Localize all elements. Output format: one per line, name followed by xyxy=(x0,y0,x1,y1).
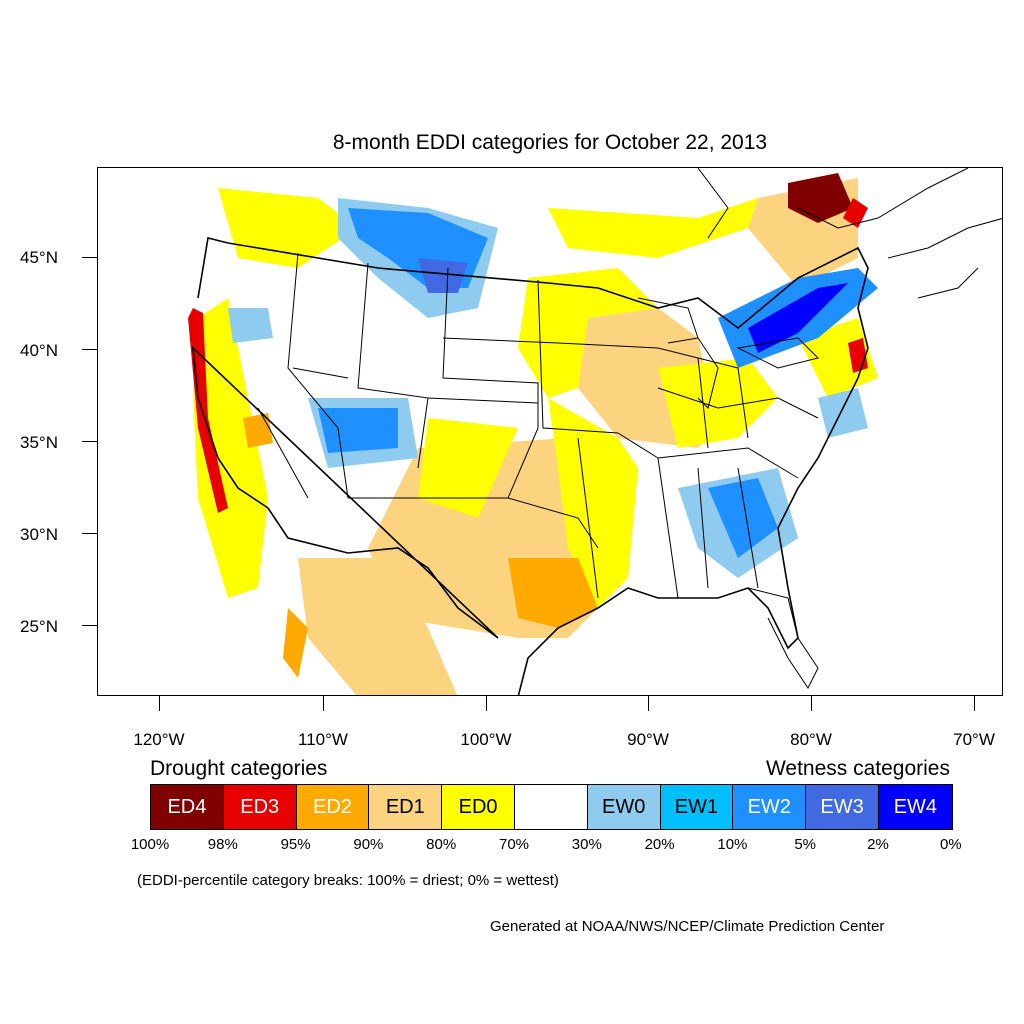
region-ed0-west-coast xyxy=(193,298,268,598)
region-ed3-coast xyxy=(188,308,228,513)
region-ed2-mexico xyxy=(283,608,308,678)
lat-tick xyxy=(82,257,97,258)
legend-box-ed0: ED0 xyxy=(442,785,515,829)
lat-tick xyxy=(82,349,97,350)
region-ed0-high-plains xyxy=(418,418,518,518)
us-outline xyxy=(191,237,869,695)
legend-box-ew3: EW3 xyxy=(806,785,879,829)
percent-break-label: 80% xyxy=(426,836,457,853)
region-ed2-texas xyxy=(508,558,598,628)
region-ed3-quebec xyxy=(843,198,868,228)
lat-tick xyxy=(82,533,97,534)
percent-break-label: 10% xyxy=(717,836,748,853)
region-ew1-southeast xyxy=(708,478,778,558)
boundary-layer xyxy=(191,168,1002,695)
map-panel xyxy=(97,167,1003,696)
legend-box-ed3: ED3 xyxy=(223,785,297,829)
region-ed2-nevada xyxy=(243,413,273,448)
region-ew1-colorado xyxy=(318,408,398,453)
region-ed0-ohio xyxy=(658,358,778,448)
legend-box-ed1: ED1 xyxy=(369,785,443,829)
region-ed0-central xyxy=(518,268,658,398)
legend-box-ed4: ED4 xyxy=(151,785,224,829)
legend-box-neutral xyxy=(514,785,588,829)
lon-label-100: 100°W xyxy=(460,730,512,749)
lat-label-45: 45°N xyxy=(20,248,58,267)
lon-label-70: 70°W xyxy=(953,730,995,749)
florida xyxy=(747,587,819,689)
lat-label-25: 25°N xyxy=(20,617,58,636)
lat-label-30: 30°N xyxy=(20,525,58,544)
region-ew0-mid-atlantic xyxy=(818,388,868,438)
percent-break-label: 30% xyxy=(571,836,602,853)
region-ed0-northern-tier xyxy=(218,188,358,268)
region-ed0-canada xyxy=(548,198,758,258)
region-ed0-mississippi xyxy=(548,398,638,608)
percent-break-label: 90% xyxy=(353,836,384,853)
percent-break-label: 20% xyxy=(644,836,675,853)
lat-label-35: 35°N xyxy=(20,433,58,452)
region-ed1-mexico xyxy=(298,558,458,695)
lon-label-90: 90°W xyxy=(627,730,669,749)
map-title: 8-month EDDI categories for October 22, … xyxy=(332,131,768,154)
lat-tick xyxy=(82,441,97,442)
region-ed4-quebec xyxy=(788,173,853,223)
region-ew4-great-lakes xyxy=(748,283,848,353)
legend-box-ew4: EW4 xyxy=(878,785,952,829)
percent-break-label: 5% xyxy=(794,836,817,853)
legend-box-ew1: EW1 xyxy=(660,785,734,829)
percent-break-label: 100% xyxy=(130,836,170,853)
lon-tick xyxy=(648,696,649,711)
drought-categories-title: Drought categories xyxy=(150,757,328,780)
category-breaks-note: (EDDI-percentile category breaks: 100% =… xyxy=(137,872,559,889)
maritimes-coast xyxy=(887,218,1002,299)
eddi-map xyxy=(188,168,1002,695)
legend-box-ew0: EW0 xyxy=(587,785,661,829)
hudson-coast xyxy=(697,168,969,239)
region-ew2-montana xyxy=(418,258,468,293)
lon-tick xyxy=(159,696,160,711)
lat-label-40: 40°N xyxy=(20,341,58,360)
great-lakes xyxy=(637,297,819,409)
lon-tick xyxy=(811,696,812,711)
legend-box-ew2: EW2 xyxy=(733,785,807,829)
percent-break-label: 98% xyxy=(207,836,238,853)
lon-tick xyxy=(974,696,975,711)
category-legend: ED4 ED3 ED2 ED1 ED0 EW0 EW1 EW2 EW3 EW4 xyxy=(150,784,953,830)
lon-label-120: 120°W xyxy=(133,730,185,749)
lat-tick xyxy=(82,625,97,626)
percent-break-label: 70% xyxy=(498,836,530,853)
wetness-categories-title: Wetness categories xyxy=(765,757,950,780)
percent-break-label: 95% xyxy=(280,836,311,853)
lon-label-110: 110°W xyxy=(298,730,348,749)
legend-box-ed2: ED2 xyxy=(296,785,370,829)
region-ew0-northwest xyxy=(228,308,273,343)
percent-break-label: 2% xyxy=(867,836,889,853)
lon-label-80: 80°W xyxy=(790,730,832,749)
lon-tick xyxy=(486,696,487,711)
credit-line: Generated at NOAA/NWS/NCEP/Climate Predi… xyxy=(490,918,885,935)
category-fill-layer xyxy=(188,173,878,695)
percent-break-label: 0% xyxy=(939,836,962,853)
lon-tick xyxy=(323,696,324,711)
